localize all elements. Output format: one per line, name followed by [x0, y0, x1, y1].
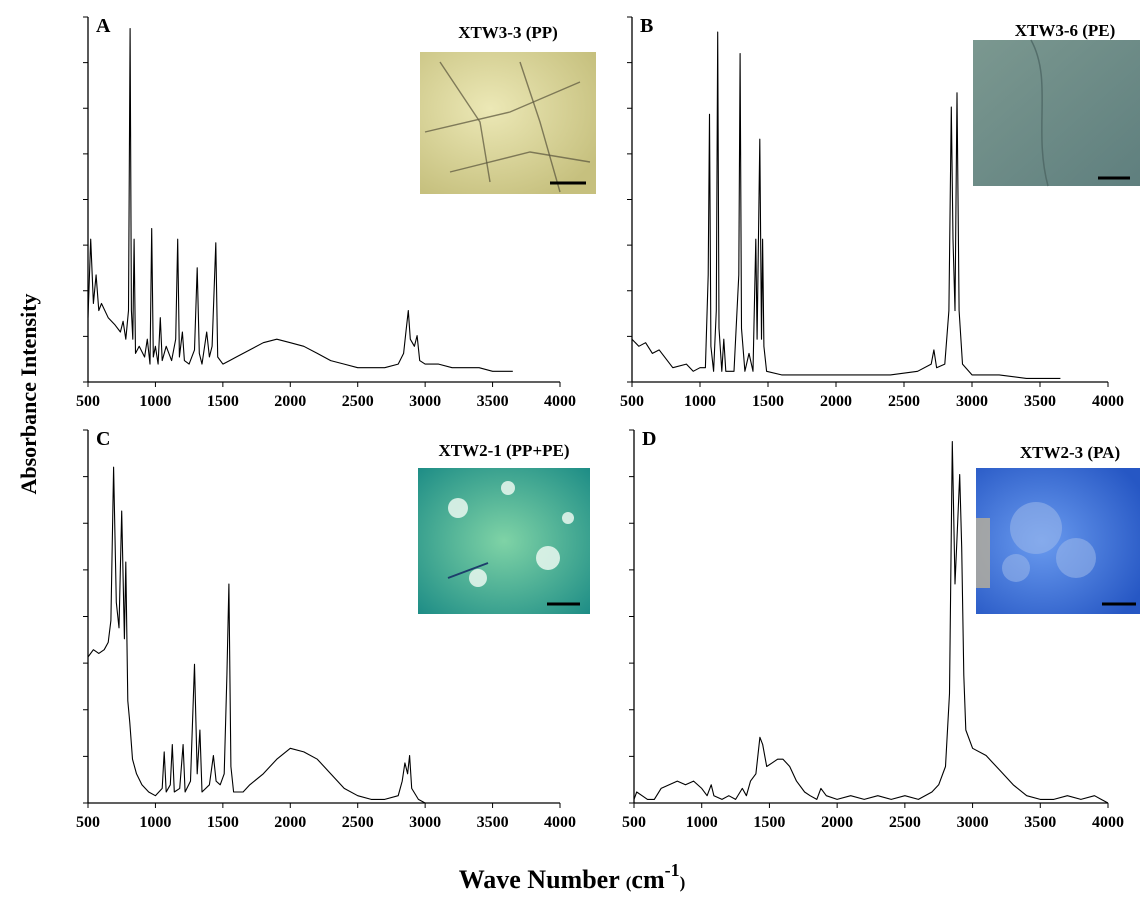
- inset-label: XTW3-3 (PP): [458, 23, 558, 42]
- panel-d: 500 1000 1500 2000 2500 3000 3500 4000 D XTW2-3 (…: [622, 428, 1140, 831]
- crystal-highlight: [562, 512, 574, 524]
- x-tick-label: 2000: [820, 393, 852, 410]
- x-tick-label: 2500: [889, 814, 921, 831]
- crack-line: [439, 61, 491, 183]
- panel-a: 500 1000 1500 2000 2500 3000 3500 4000 A XTW3-3 (…: [76, 15, 596, 410]
- x-tick-label: 500: [76, 393, 100, 410]
- x-tick-label: 2500: [342, 814, 374, 831]
- x-axis-title-exp: -1: [665, 860, 680, 880]
- crystal-highlight: [536, 546, 560, 570]
- x-tick-label: 1500: [207, 814, 239, 831]
- x-tick-label: 500: [622, 814, 646, 831]
- x-tick-label: 4000: [544, 393, 576, 410]
- x-tick-label: 3500: [1024, 814, 1056, 831]
- spectrum-line: [633, 441, 1109, 804]
- x-axis-title-close: ): [680, 873, 686, 892]
- panel-c: 500 1000 1500 2000 2500 3000 3500 4000 C XTW2-1 (…: [76, 428, 590, 831]
- x-axis-title-open: (: [626, 873, 632, 892]
- x-tick-labels: 500 1000 1500 2000 2500 3000 3500 4000: [620, 393, 1124, 410]
- x-tick-label: 1500: [753, 814, 785, 831]
- x-tick-label: 1000: [139, 393, 171, 410]
- spectrum-line: [87, 28, 513, 372]
- panel-letter: D: [642, 428, 656, 450]
- x-tick-labels: 500 1000 1500 2000 2500 3000 3500 4000: [622, 814, 1124, 831]
- x-tick-label: 3000: [409, 814, 441, 831]
- spectrum-line: [87, 466, 513, 804]
- x-tick-label: 2000: [821, 814, 853, 831]
- x-tick-label: 1500: [207, 393, 239, 410]
- y-axis-title: Absorbance Intensity: [16, 293, 41, 494]
- x-tick-labels: 500 1000 1500 2000 2500 3000 3500 4000: [76, 814, 576, 831]
- x-tick-label: 3500: [1024, 393, 1056, 410]
- inset-label: XTW2-1 (PP+PE): [438, 441, 569, 460]
- x-axis-title: Wave Number (cm-1): [459, 860, 686, 894]
- panel-b: 500 1000 1500 2000 2500 3000 3500 4000 B XTW3-6 (…: [620, 15, 1140, 410]
- panel-letter: C: [96, 428, 110, 450]
- inset-label: XTW2-3 (PA): [1020, 443, 1120, 462]
- spectrum-line: [631, 31, 1061, 379]
- x-tick-label: 2500: [888, 393, 920, 410]
- x-tick-label: 3000: [409, 393, 441, 410]
- micrograph-image: [973, 39, 1140, 187]
- fiber-line: [447, 562, 489, 579]
- micrograph-image: [976, 468, 1140, 614]
- x-tick-label: 2500: [342, 393, 374, 410]
- x-tick-label: 1500: [752, 393, 784, 410]
- x-tick-label: 4000: [544, 814, 576, 831]
- y-axis-title-text: Absorbance Intensity: [16, 293, 41, 494]
- speckle-cluster: [1010, 502, 1062, 554]
- crystal-highlight: [501, 481, 515, 495]
- crack-line: [424, 81, 581, 133]
- crystal-highlight: [448, 498, 468, 518]
- panel-letter: A: [96, 15, 111, 37]
- x-tick-label: 3500: [477, 393, 509, 410]
- x-axis-title-main: Wave Number: [459, 865, 620, 894]
- x-tick-label: 4000: [1092, 814, 1124, 831]
- micrograph-background: [420, 52, 596, 194]
- fragment-edge: [976, 518, 990, 588]
- x-tick-label: 3000: [956, 393, 988, 410]
- x-axis-title-unit: cm: [631, 865, 665, 894]
- micrograph-background: [973, 40, 1140, 186]
- panel-letter: B: [640, 15, 653, 37]
- x-tick-label: 500: [76, 814, 100, 831]
- x-tick-label: 1000: [139, 814, 171, 831]
- crack-line: [449, 151, 591, 173]
- crack-line: [519, 61, 561, 193]
- x-tick-label: 3500: [477, 814, 509, 831]
- micrograph-image: [420, 52, 596, 194]
- inset-label: XTW3-6 (PE): [1015, 21, 1116, 40]
- x-tick-label: 2000: [274, 393, 306, 410]
- x-tick-labels: 500 1000 1500 2000 2500 3000 3500 4000: [76, 393, 576, 410]
- x-tick-label: 1000: [686, 814, 718, 831]
- crack-line: [1030, 39, 1049, 187]
- x-tick-label: 3000: [957, 814, 989, 831]
- speckle-cluster: [1056, 538, 1096, 578]
- x-tick-label: 500: [620, 393, 644, 410]
- crystal-highlight: [469, 569, 487, 587]
- speckle-cluster: [1002, 554, 1030, 582]
- micrograph-image: [418, 468, 590, 614]
- x-tick-label: 2000: [274, 814, 306, 831]
- x-tick-label: 1000: [684, 393, 716, 410]
- x-tick-label: 4000: [1092, 393, 1124, 410]
- chart-panels: 500 1000 1500 2000 2500 3000 3500 4000 A XTW3-3 (…: [76, 15, 1140, 831]
